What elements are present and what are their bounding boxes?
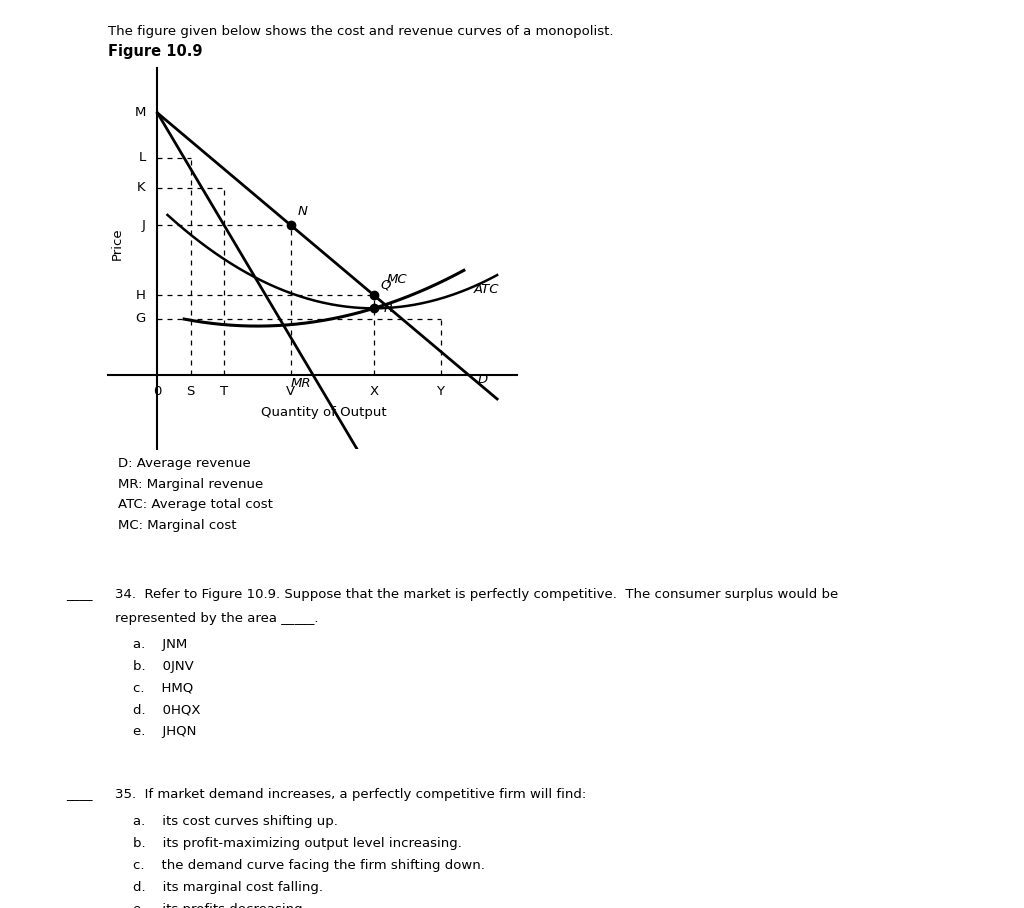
- Text: V: V: [286, 385, 295, 398]
- Text: ____: ____: [67, 588, 93, 601]
- Text: J: J: [142, 219, 145, 232]
- Text: 0: 0: [154, 385, 162, 398]
- Text: e.    its profits decreasing.: e. its profits decreasing.: [133, 903, 307, 908]
- Text: c.    HMQ: c. HMQ: [133, 682, 194, 695]
- Text: L: L: [138, 152, 145, 164]
- Text: MC: Marginal cost: MC: Marginal cost: [118, 519, 237, 532]
- Text: ATC: Average total cost: ATC: Average total cost: [118, 498, 272, 511]
- Text: MR: Marginal revenue: MR: Marginal revenue: [118, 478, 263, 490]
- Text: Price: Price: [111, 228, 124, 260]
- Text: X: X: [370, 385, 379, 398]
- Text: T: T: [220, 385, 228, 398]
- Text: 34.  Refer to Figure 10.9. Suppose that the market is perfectly competitive.  Th: 34. Refer to Figure 10.9. Suppose that t…: [115, 588, 838, 601]
- Text: Y: Y: [436, 385, 444, 398]
- Text: MR: MR: [291, 377, 311, 390]
- Text: G: G: [135, 312, 145, 325]
- Text: MC: MC: [387, 272, 408, 285]
- Text: 35.  If market demand increases, a perfectly competitive firm will find:: 35. If market demand increases, a perfec…: [115, 788, 586, 801]
- Text: The figure given below shows the cost and revenue curves of a monopolist.: The figure given below shows the cost an…: [108, 25, 613, 38]
- Text: b.    0JNV: b. 0JNV: [133, 660, 194, 673]
- Text: c.    the demand curve facing the firm shifting down.: c. the demand curve facing the firm shif…: [133, 859, 485, 872]
- Text: Quantity of Output: Quantity of Output: [261, 406, 387, 419]
- Text: d.    its marginal cost falling.: d. its marginal cost falling.: [133, 881, 324, 893]
- Text: R: R: [384, 301, 393, 315]
- Text: e.    JHQN: e. JHQN: [133, 725, 197, 738]
- Text: H: H: [136, 289, 145, 301]
- Text: Q: Q: [381, 279, 391, 291]
- Text: a.    JNM: a. JNM: [133, 638, 187, 651]
- Text: N: N: [297, 204, 307, 218]
- Text: Figure 10.9: Figure 10.9: [108, 44, 202, 59]
- Text: ATC: ATC: [474, 282, 500, 296]
- Text: d.    0HQX: d. 0HQX: [133, 704, 201, 716]
- Text: a.    its cost curves shifting up.: a. its cost curves shifting up.: [133, 815, 338, 828]
- Text: D: Average revenue: D: Average revenue: [118, 457, 251, 469]
- Text: b.    its profit-maximizing output level increasing.: b. its profit-maximizing output level in…: [133, 837, 462, 850]
- Text: S: S: [186, 385, 195, 398]
- Text: K: K: [137, 182, 145, 194]
- Text: represented by the area _____.: represented by the area _____.: [115, 612, 318, 625]
- Text: ____: ____: [67, 788, 93, 801]
- Text: M: M: [134, 106, 145, 120]
- Text: D: D: [477, 373, 487, 386]
